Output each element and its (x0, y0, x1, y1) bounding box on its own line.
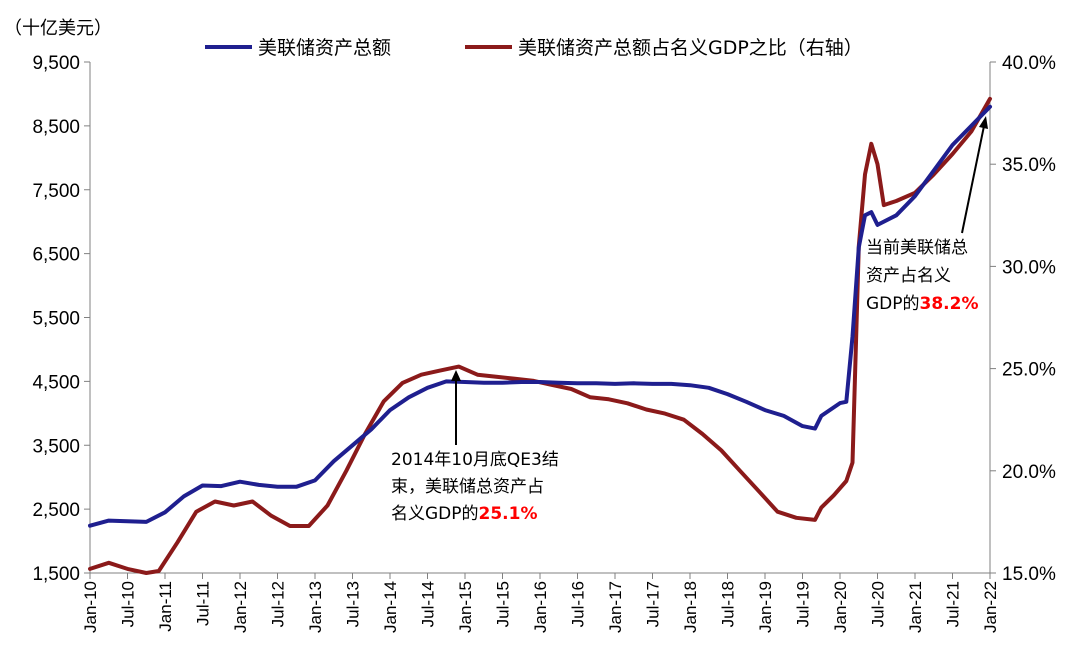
annotation-current-line-3-text: GDP的 (866, 294, 920, 314)
annotation-qe3-line-3: 名义GDP的25.1% (391, 504, 538, 524)
x-tick-label: Jan-14 (381, 581, 400, 633)
left-tick-label: 9,500 (32, 53, 80, 74)
left-axis-ticks: 9,500 8,500 7,500 6,500 5,500 4,500 3,500 2,500… (32, 53, 90, 585)
x-axis-ticks: Jan-10 Jul-10 Jan-11 Jul-11 Jan-12 Jul-12 Jan-… (81, 573, 1000, 633)
x-tick-label: Jul-13 (344, 581, 363, 627)
x-tick-label: Jan-21 (906, 581, 925, 633)
x-tick-label: Jan-18 (681, 581, 700, 633)
annotation-qe3-line-1: 2014年10月底QE3结 (391, 450, 559, 470)
left-tick-label: 3,500 (32, 436, 80, 457)
right-axis-ticks: 40.0% 35.0% 30.0% 25.0% 20.0% 15.0% (990, 53, 1056, 585)
annotation-qe3-value: 25.1% (479, 504, 538, 524)
right-tick-label: 25.0% (1002, 360, 1056, 381)
x-tick-label: Jan-22 (981, 581, 1000, 633)
right-tick-label: 40.0% (1002, 53, 1056, 74)
x-tick-label: Jul-20 (869, 581, 888, 627)
legend-label-ratio: 美联储资产总额占名义GDP之比（右轴） (518, 37, 863, 59)
left-tick-label: 5,500 (32, 309, 80, 330)
annotation-current-value: 38.2% (920, 294, 979, 314)
annotation-current: 当前美联储总 资产占名义 GDP的38.2% (866, 116, 988, 314)
right-tick-label: 15.0% (1002, 564, 1056, 585)
x-tick-label: Jan-11 (156, 581, 175, 632)
left-tick-label: 1,500 (32, 564, 80, 585)
left-tick-label: 7,500 (32, 181, 80, 202)
legend-label-assets: 美联储资产总额 (258, 37, 391, 59)
legend: 美联储资产总额 美联储资产总额占名义GDP之比（右轴） (205, 37, 863, 59)
x-tick-label: Jul-21 (944, 581, 963, 627)
right-tick-label: 30.0% (1002, 257, 1056, 278)
annotation-qe3-arrowhead (451, 370, 461, 381)
x-tick-label: Jul-10 (119, 581, 138, 627)
series-line-assets (88, 104, 992, 528)
series-layer (88, 96, 992, 575)
annotation-current-line-3: GDP的38.2% (866, 294, 979, 314)
x-tick-label: Jul-12 (269, 581, 288, 627)
annotation-current-arrow-line (961, 125, 985, 234)
x-tick-label: Jan-19 (756, 581, 775, 633)
x-tick-label: Jul-14 (419, 581, 438, 627)
x-tick-label: Jul-11 (194, 581, 213, 626)
annotation-qe3-line-3-text: 名义GDP的 (391, 504, 479, 524)
left-tick-label: 6,500 (32, 245, 80, 266)
left-tick-label: 2,500 (32, 500, 80, 521)
x-tick-label: Jan-15 (456, 581, 475, 633)
x-tick-label: Jan-20 (831, 581, 850, 633)
x-tick-label: Jan-16 (531, 581, 550, 633)
annotation-qe3: 2014年10月底QE3结 束，美联储总资产占 名义GDP的25.1% (391, 370, 559, 524)
annotation-current-arrowhead (979, 116, 988, 129)
series-line-ratio (88, 96, 992, 575)
annotation-qe3-line-2: 束，美联储总资产占 (391, 477, 544, 497)
right-tick-label: 20.0% (1002, 462, 1056, 483)
x-tick-label: Jul-15 (494, 581, 513, 627)
x-tick-label: Jul-16 (569, 581, 588, 627)
y-unit-label: （十亿美元） (4, 18, 112, 39)
x-tick-label: Jul-19 (794, 581, 813, 627)
left-tick-label: 4,500 (32, 372, 80, 393)
x-tick-label: Jul-17 (644, 581, 663, 627)
right-tick-label: 35.0% (1002, 155, 1056, 176)
annotation-current-line-2: 资产占名义 (866, 266, 951, 286)
x-tick-label: Jan-13 (306, 581, 325, 633)
x-tick-label: Jul-18 (719, 581, 738, 627)
x-tick-label: Jan-17 (606, 581, 625, 633)
left-tick-label: 8,500 (32, 117, 80, 138)
x-tick-label: Jan-10 (81, 581, 100, 633)
annotation-current-line-1: 当前美联储总 (866, 238, 968, 258)
x-tick-label: Jan-12 (231, 581, 250, 633)
